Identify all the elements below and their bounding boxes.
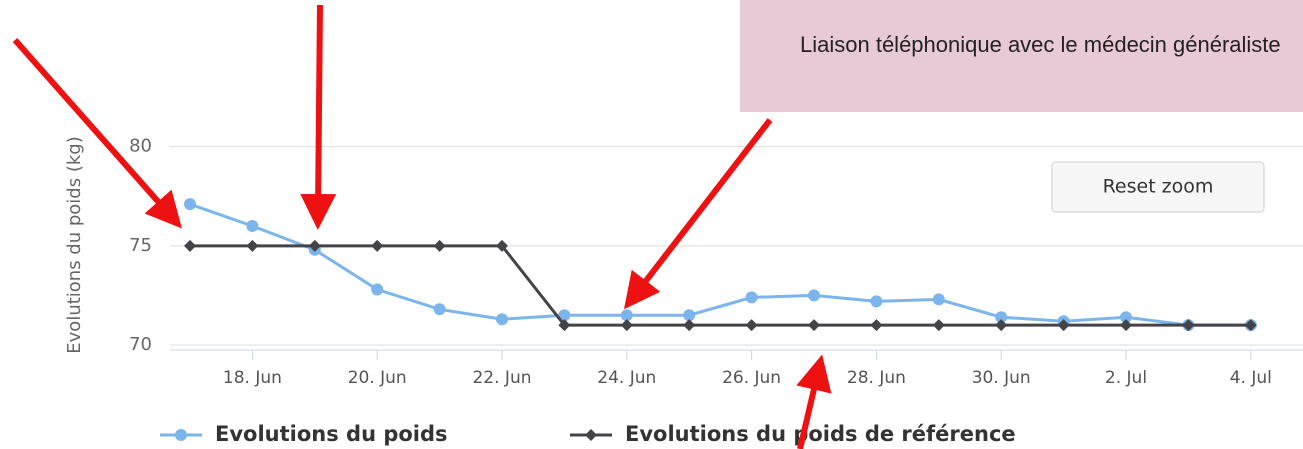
point [995, 311, 1008, 324]
point [246, 220, 259, 232]
reset-zoom-button[interactable] [1051, 161, 1265, 213]
point [683, 319, 696, 332]
arrows [12, 4, 832, 449]
legend-label: Evolutions du poids [215, 422, 448, 446]
point [1244, 319, 1257, 332]
point [558, 309, 571, 322]
x-tick-label: 30. Jun [972, 368, 1031, 388]
series-line [190, 244, 1251, 327]
x-tick-label: 18. Jun [223, 368, 282, 388]
point [745, 319, 758, 332]
legend-marker [585, 429, 597, 441]
x-tick-label: 22. Jun [472, 368, 531, 388]
legend-label: Evolutions du poids de référence [625, 422, 1016, 446]
x-tick-label: 26. Jun [722, 368, 781, 388]
y-tick-label: 80 [129, 136, 152, 157]
point [558, 319, 571, 332]
point [496, 239, 508, 252]
arrow [12, 38, 182, 229]
point [371, 239, 384, 252]
reset-zoom-label[interactable]: Reset zoom [1103, 176, 1214, 198]
series-line [189, 202, 1251, 327]
y-tick-label: 70 [129, 334, 152, 355]
legend-marker [175, 429, 187, 441]
point [870, 319, 883, 332]
point [620, 319, 633, 332]
annotation-box [740, 0, 1303, 112]
point [433, 239, 446, 252]
point [1120, 311, 1132, 324]
point [496, 313, 508, 326]
point [246, 239, 259, 252]
plot: 70 75 80 18. Jun 20. Jun 22. Jun 24. Jun 26. Ju… [129, 136, 1303, 388]
point [184, 239, 196, 252]
x-tick-label: 20. Jun [348, 368, 407, 388]
point [995, 319, 1008, 332]
point [808, 289, 820, 302]
point [683, 309, 696, 322]
point [932, 319, 945, 332]
point [371, 283, 384, 296]
point [745, 291, 758, 304]
point [1057, 319, 1070, 332]
arrow [624, 118, 773, 310]
point [932, 293, 945, 306]
point [184, 198, 196, 211]
point [308, 239, 321, 252]
y-axis-title: Evolutions du poids (kg) [64, 136, 85, 353]
point [808, 319, 820, 332]
x-tick-label: 2. Jul [1105, 368, 1147, 388]
annotation: Liaison téléphonique avec le médecin gén… [800, 32, 1281, 57]
annotation-holder: Liaison téléphonique avec le médecin gén… [800, 32, 1281, 57]
point [1182, 319, 1195, 332]
point [870, 295, 883, 308]
point [620, 309, 633, 322]
y-tick-label: 75 [129, 235, 152, 256]
arrow [796, 354, 832, 449]
arrow [300, 4, 337, 230]
point [433, 303, 446, 316]
point [1120, 319, 1132, 332]
x-tick-label: 24. Jun [597, 368, 656, 388]
x-tick-label: 28. Jun [847, 368, 906, 388]
x-tick-label: 4. Jul [1230, 368, 1272, 388]
